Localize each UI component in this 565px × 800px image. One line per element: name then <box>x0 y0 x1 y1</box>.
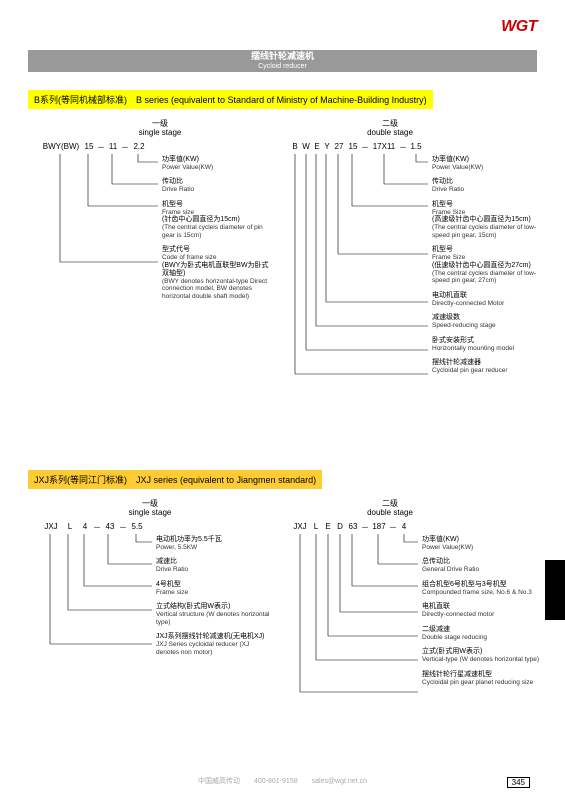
b-single-diagram: 一级 single stage BWY(BW) 15 － 11 － 2.2 功率… <box>40 120 270 322</box>
header-bar: 摆线针轮减速机 Cycloid reducer <box>28 50 537 72</box>
bracket-svg <box>40 534 160 704</box>
stage-title-en: single stage <box>120 129 200 138</box>
b-double-diagram: 二级 double stage B W E Y 27 15 － 17X11 － … <box>290 120 540 442</box>
header-cn: 摆线针轮减速机 <box>251 52 314 62</box>
jxj-double-diagram: 二级 double stage JXJ L E D 63 － 187 － 4 <box>290 500 540 782</box>
logo: WGT <box>501 18 537 36</box>
stage-title-en: double stage <box>350 129 430 138</box>
header-en: Cycloid reducer <box>251 63 314 71</box>
footer: 中国威高传动 400-801-9158 sales@wgt.net.cn <box>0 776 565 786</box>
bracket-svg <box>40 154 160 324</box>
stage-title-en: double stage <box>350 509 430 518</box>
page-number: 345 <box>507 777 530 788</box>
side-tab <box>545 560 565 620</box>
stage-title-en: single stage <box>110 509 190 518</box>
bracket-svg <box>290 534 420 754</box>
code-row: BWY(BW) 15 － 11 － 2.2 <box>40 142 148 153</box>
code-row: JXJ L E D 63 － 187 － 4 <box>290 522 410 533</box>
section-b-title: B系列(等同机械部标准) B series (equivalent to Sta… <box>28 90 433 109</box>
code-row: JXJ L 4 － 43 － 5.5 <box>40 522 146 533</box>
jxj-single-diagram: 一级 single stage JXJ L 4 － 43 － 5.5 电动机功率… <box>40 500 270 702</box>
code-row: B W E Y 27 15 － 17X11 － 1.5 <box>290 142 424 153</box>
bracket-svg <box>290 154 430 434</box>
section-jxj-title: JXJ系列(等同江门标准) JXJ series (equivalent to … <box>28 470 322 489</box>
